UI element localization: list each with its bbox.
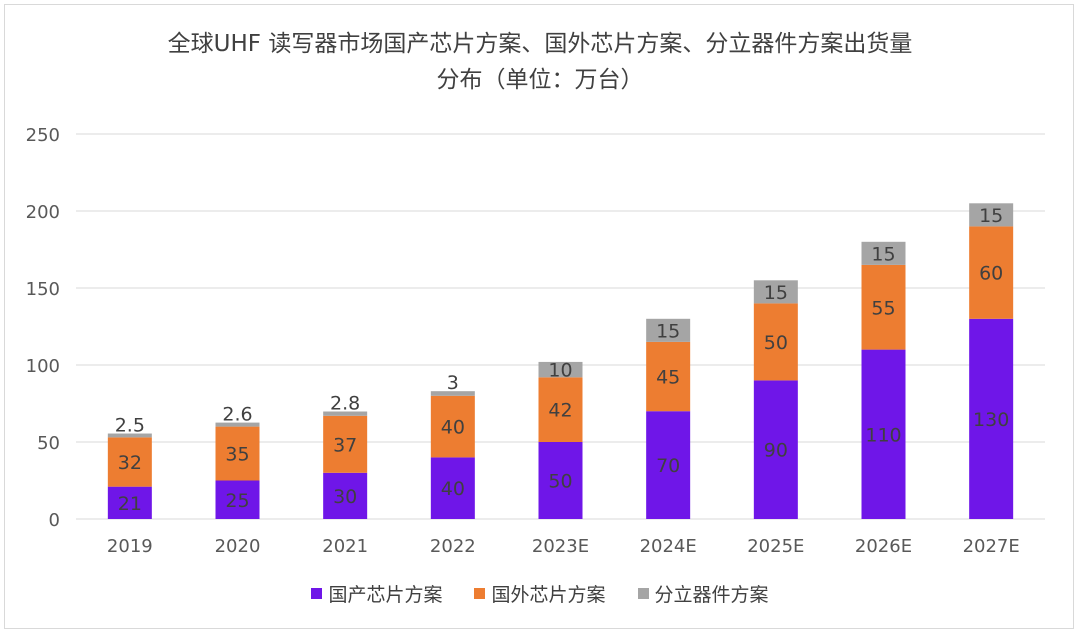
data-label: 42 — [548, 400, 572, 422]
bar-segment — [646, 318, 691, 342]
bar-segment — [646, 411, 691, 519]
data-label: 15 — [764, 282, 788, 304]
data-label: 110 — [865, 424, 901, 446]
bar-segment — [969, 203, 1014, 227]
x-tick-label: 2027E — [963, 536, 1020, 557]
y-axis-ticks: 0 50 100 150 200 250 — [26, 125, 60, 531]
bar-segment — [861, 264, 906, 350]
bar-segment — [107, 486, 152, 519]
bar-segment — [430, 391, 475, 396]
data-label: 50 — [548, 471, 572, 493]
legend-item: 国产芯片方案 — [311, 580, 442, 607]
legend-swatch — [474, 588, 486, 599]
data-label: 45 — [656, 367, 680, 389]
legend-item: 分立器件方案 — [637, 580, 769, 607]
bar-segment — [215, 422, 260, 427]
data-label: 55 — [871, 297, 895, 319]
x-tick-label: 2019 — [107, 536, 153, 557]
data-label: 90 — [764, 440, 788, 462]
legend-swatch — [637, 588, 649, 599]
data-label: 30 — [333, 486, 357, 508]
data-label: 60 — [979, 263, 1003, 285]
x-tick-label: 2021 — [322, 536, 368, 557]
bar-segment — [323, 415, 368, 473]
x-tick-label: 2023E — [532, 536, 589, 557]
x-tick-label: 2022 — [430, 536, 476, 557]
legend-label: 国产芯片方案 — [328, 584, 443, 606]
bar-segment — [646, 341, 691, 412]
data-label: 32 — [118, 452, 142, 474]
data-label: 37 — [333, 434, 357, 456]
chart-title-line-2: 分布（单位：万台） — [436, 67, 644, 93]
bar-segment — [323, 411, 368, 416]
data-label: 40 — [441, 417, 465, 439]
x-tick-label: 2024E — [640, 536, 697, 557]
legend-swatch — [311, 588, 323, 599]
data-label: 25 — [225, 490, 249, 512]
bar-segment — [861, 241, 906, 265]
data-label: 10 — [548, 360, 572, 382]
data-label: 35 — [225, 444, 249, 466]
bar-segment — [753, 280, 798, 304]
bar-segment — [215, 426, 260, 481]
bar-segment — [323, 472, 368, 519]
legend: 国产芯片方案 国外芯片方案 分立器件方案 — [0, 580, 1080, 607]
data-labels: 21 32 2.5 25 35 2.6 30 37 2.8 40 40 3 50 42 10 70 45 15 90… — [115, 205, 1010, 515]
bar-segment — [753, 380, 798, 519]
x-axis-ticks: 2019 2020 2021 2022 2023E 2024E 2025E 2026E 2027… — [107, 536, 1020, 557]
bar-segment — [753, 303, 798, 381]
bars — [107, 203, 1014, 519]
y-tick-label: 150 — [26, 279, 60, 300]
legend-label: 国外芯片方案 — [491, 584, 606, 606]
data-label: 15 — [979, 205, 1003, 227]
bar-segment — [538, 361, 583, 378]
data-label: 70 — [656, 455, 680, 477]
legend-item: 国外芯片方案 — [474, 580, 606, 607]
y-tick-label: 100 — [26, 356, 60, 377]
bar-segment — [861, 349, 906, 519]
x-tick-label: 2026E — [855, 536, 912, 557]
data-label: 21 — [118, 493, 142, 515]
y-tick-label: 50 — [37, 433, 60, 454]
x-tick-label: 2025E — [747, 536, 804, 557]
bar-segment — [969, 318, 1014, 519]
bar-segment — [969, 226, 1014, 319]
y-tick-label: 0 — [49, 510, 60, 531]
bar-segment — [430, 395, 475, 458]
data-label: 15 — [656, 320, 680, 342]
data-label: 15 — [871, 243, 895, 265]
chart-title-line-1: 全球UHF 读写器市场国产芯片方案、国外芯片方案、分立器件方案出货量 — [167, 31, 913, 57]
bar-segment — [215, 480, 260, 519]
data-label: 3 — [447, 372, 459, 394]
bar-segment — [107, 433, 152, 438]
bar-segment — [430, 457, 475, 519]
y-tick-label: 200 — [26, 202, 60, 223]
data-label: 2.6 — [222, 404, 252, 426]
bar-segment — [538, 377, 583, 442]
y-tick-label: 250 — [26, 125, 60, 146]
data-label: 130 — [973, 409, 1009, 431]
data-label: 50 — [764, 332, 788, 354]
x-tick-label: 2020 — [215, 536, 261, 557]
bar-segment — [107, 437, 152, 487]
chart-title: 全球UHF 读写器市场国产芯片方案、国外芯片方案、分立器件方案出货量 分布（单位… — [0, 26, 1080, 98]
bar-segment — [538, 442, 583, 519]
data-label: 2.8 — [330, 393, 360, 415]
legend-label: 分立器件方案 — [654, 584, 769, 606]
data-label: 40 — [441, 478, 465, 500]
data-label: 2.5 — [115, 415, 145, 437]
